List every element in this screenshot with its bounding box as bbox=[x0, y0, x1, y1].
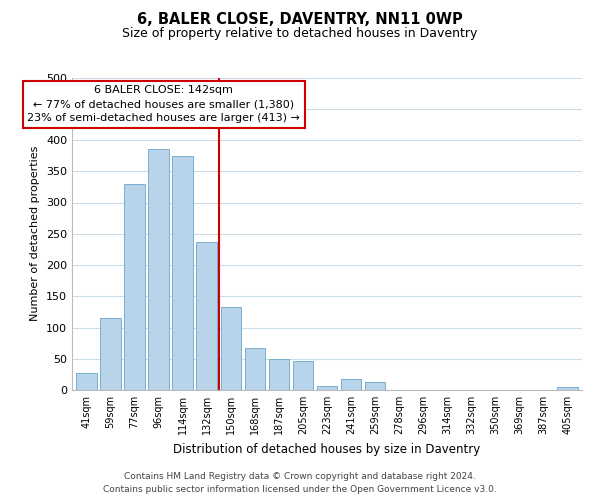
Bar bbox=[221, 307, 241, 390]
Bar bbox=[245, 348, 265, 390]
X-axis label: Distribution of detached houses by size in Daventry: Distribution of detached houses by size … bbox=[173, 442, 481, 456]
Bar bbox=[317, 386, 337, 390]
Text: Contains HM Land Registry data © Crown copyright and database right 2024.: Contains HM Land Registry data © Crown c… bbox=[124, 472, 476, 481]
Text: Contains public sector information licensed under the Open Government Licence v3: Contains public sector information licen… bbox=[103, 485, 497, 494]
Bar bbox=[196, 242, 217, 390]
Bar bbox=[124, 184, 145, 390]
Bar bbox=[269, 359, 289, 390]
Bar bbox=[341, 379, 361, 390]
Bar bbox=[557, 387, 578, 390]
Bar bbox=[293, 361, 313, 390]
Text: 6, BALER CLOSE, DAVENTRY, NN11 0WP: 6, BALER CLOSE, DAVENTRY, NN11 0WP bbox=[137, 12, 463, 28]
Bar bbox=[76, 373, 97, 390]
Text: Size of property relative to detached houses in Daventry: Size of property relative to detached ho… bbox=[122, 28, 478, 40]
Bar bbox=[148, 150, 169, 390]
Y-axis label: Number of detached properties: Number of detached properties bbox=[31, 146, 40, 322]
Bar bbox=[365, 382, 385, 390]
Bar bbox=[100, 318, 121, 390]
Bar bbox=[172, 156, 193, 390]
Text: 6 BALER CLOSE: 142sqm
← 77% of detached houses are smaller (1,380)
23% of semi-d: 6 BALER CLOSE: 142sqm ← 77% of detached … bbox=[28, 86, 300, 124]
